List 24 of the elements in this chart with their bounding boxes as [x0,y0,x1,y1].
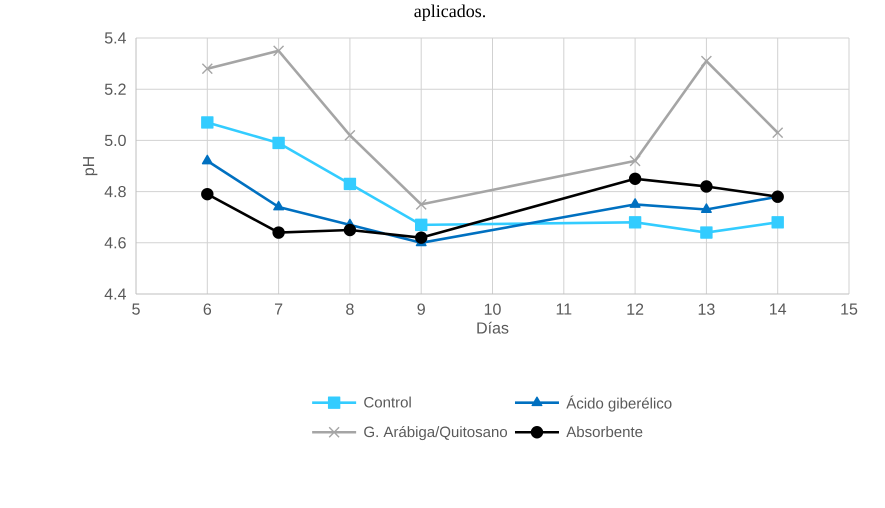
y-tick-label: 4.4 [104,288,126,300]
x-tick-label: 8 [346,304,354,315]
y-tick-label: 5.0 [104,134,126,146]
x-tick-label: 5 [132,304,140,315]
legend-label: G. Arábiga/Quitosano [364,426,508,440]
x-axis-title: Días [477,322,508,334]
x-tick-label: 6 [204,304,212,315]
x-tick-label: 14 [770,304,786,315]
x-tick-label: 7 [274,304,282,315]
x-tick-label: 15 [841,304,858,315]
x-tick-label: 10 [484,304,501,315]
x-tick-label: 12 [627,304,644,315]
x-tick-label: 13 [698,304,715,315]
legend-label: Absorbente [566,426,642,438]
y-tick-label: 5.4 [104,32,126,44]
y-tick-label: 4.6 [104,237,126,248]
y-tick-label: 5.2 [104,84,126,95]
legend-label: Control [364,396,411,408]
y-axis-title: pH [83,157,98,176]
x-tick-label: 11 [556,304,572,315]
y-tick-label: 4.8 [104,186,126,198]
chart-title: aplicados. [414,4,486,21]
x-tick-label: 9 [418,304,425,315]
legend-label: Ácido giberélico [566,395,672,412]
